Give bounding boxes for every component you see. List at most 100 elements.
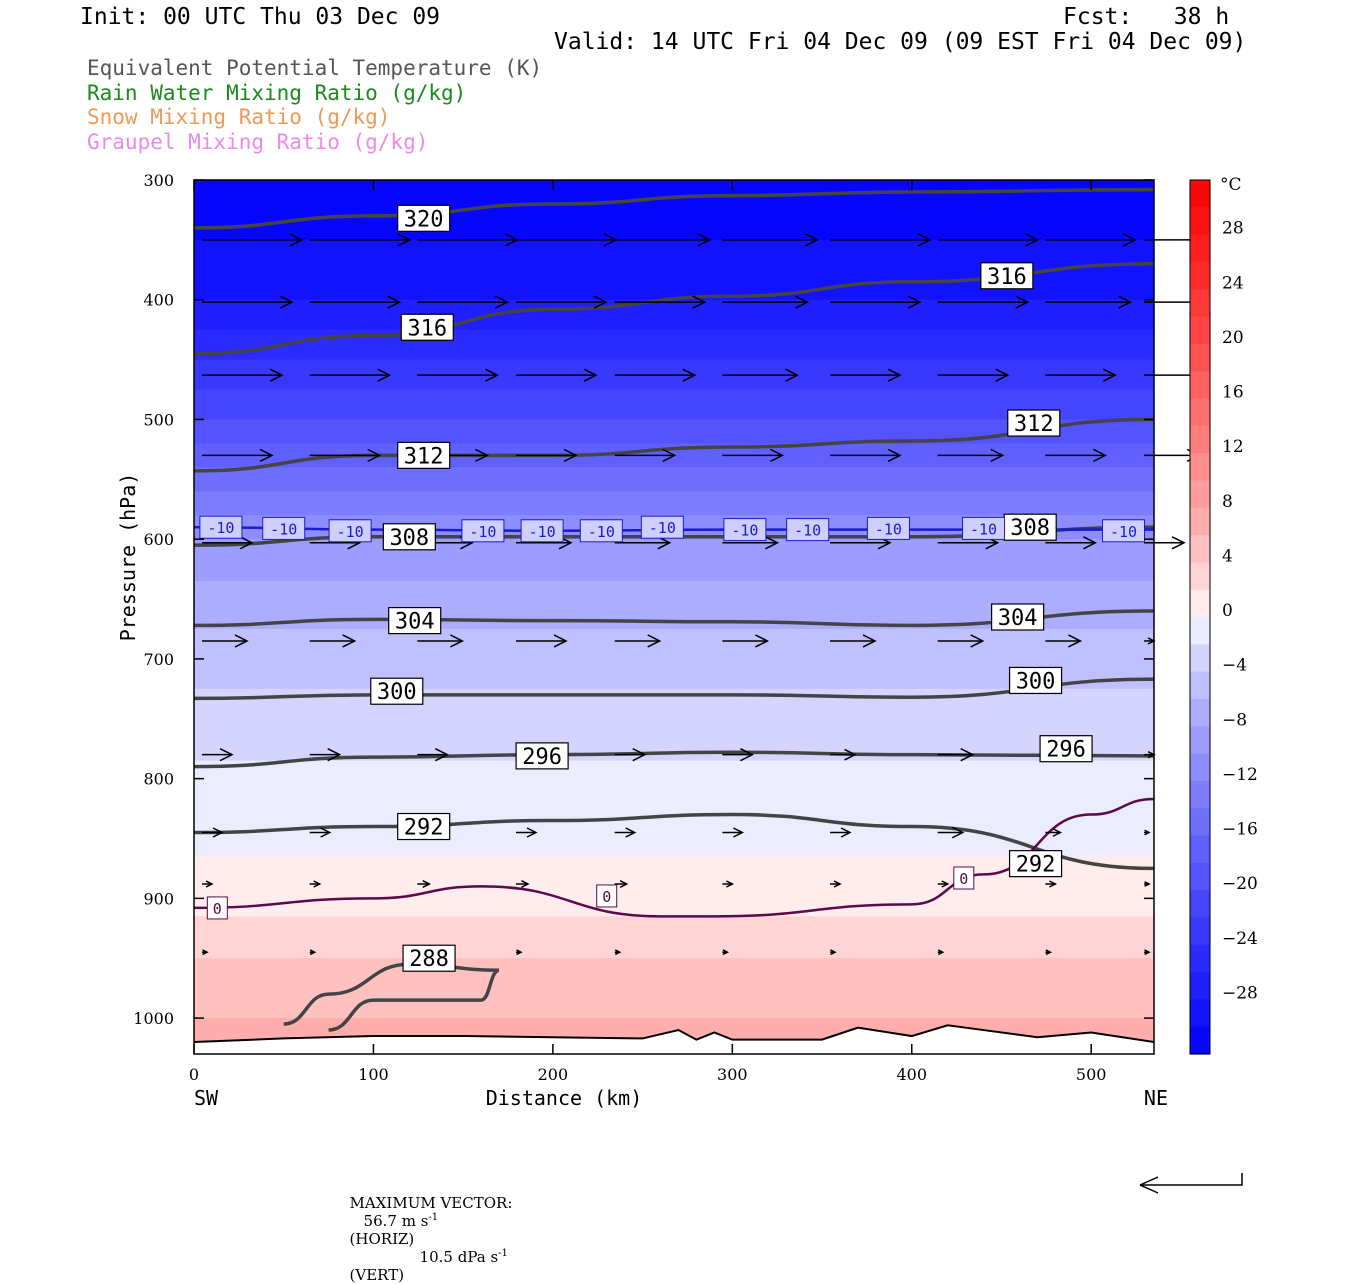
- wind-vector-head: [657, 536, 672, 550]
- temperature-band: [194, 275, 1154, 283]
- x-tick-label: 300: [717, 1065, 748, 1084]
- temperature-band: [194, 335, 1154, 343]
- temperature-band: [194, 790, 1154, 798]
- vert-tag: (VERT): [349, 1266, 405, 1284]
- wind-vector-head: [844, 748, 857, 761]
- theta-e-label: 312: [404, 444, 444, 469]
- vert-max-value: 10.5 dPa s: [419, 1248, 499, 1266]
- temperature-band: [194, 485, 1154, 492]
- colorbar-band: [1190, 726, 1210, 755]
- wind-vector-head: [1144, 949, 1151, 956]
- temperature-band: [194, 311, 1154, 319]
- wind-vector-head: [937, 949, 945, 956]
- colorbar-band: [1190, 617, 1210, 645]
- colorbar-band: [1190, 180, 1210, 208]
- isotherm-label: -10: [794, 522, 821, 540]
- x-tick-label: 400: [896, 1065, 927, 1084]
- wind-vector-head: [862, 634, 877, 648]
- temperature-band: [194, 964, 1154, 971]
- plot-frame: [193, 179, 1155, 1055]
- theta-e-label-box: [1008, 850, 1063, 878]
- wind-vector-head: [279, 295, 294, 309]
- isotherm-label: -10: [875, 520, 902, 538]
- temperature-band: [194, 203, 1154, 211]
- temperature-band: [194, 587, 1154, 594]
- theta-e-contour-320: [193, 187, 1155, 230]
- temperature-band: [194, 389, 1154, 397]
- terrain-line: [193, 1024, 1155, 1044]
- colorbar-band: [1190, 780, 1210, 809]
- wind-vector-head: [1025, 233, 1040, 247]
- theta-e-label-box: [402, 944, 456, 972]
- theta-e-label: 300: [377, 680, 417, 705]
- colorbar-band: [1190, 644, 1210, 673]
- colorbar-tick-label: 24: [1222, 273, 1244, 293]
- temperature-band: [194, 257, 1154, 265]
- wind-vector-head: [970, 634, 985, 648]
- wind-vector-head: [995, 368, 1010, 382]
- temperature-band: [194, 826, 1154, 834]
- axes: 300 400 500 600 700 800 900 1000 0 100 200 300 400 50…: [116, 171, 1168, 1110]
- isotherm-label-box: [786, 518, 830, 542]
- x-end-label-sw: SW: [194, 1086, 219, 1110]
- temperature-band: [194, 413, 1154, 421]
- temperature-band: [194, 664, 1154, 672]
- temperature-band: [194, 473, 1154, 480]
- wind-vector-head: [516, 949, 523, 956]
- isotherm-label: -10: [529, 523, 556, 541]
- wind-vector-head: [342, 634, 357, 648]
- temperature-band: [194, 1006, 1154, 1013]
- temperature-band: [194, 227, 1154, 235]
- wind-vector-head: [239, 536, 254, 550]
- temperature-band: [194, 461, 1154, 468]
- temperature-band: [194, 688, 1154, 696]
- isotherm-label: -10: [469, 523, 496, 541]
- temperature-band: [194, 539, 1154, 546]
- temperature-band: [194, 281, 1154, 289]
- temperature-band: [194, 838, 1154, 846]
- wind-vector-head: [397, 233, 412, 247]
- y-axis-title: Pressure (hPa): [116, 473, 140, 642]
- theta-e-label-box: [1007, 409, 1061, 437]
- theta-e-label-box: [382, 523, 436, 551]
- temperature-band: [194, 712, 1154, 720]
- wind-vector-head: [722, 949, 730, 956]
- colorbar-band: [1190, 890, 1210, 919]
- colorbar-band: [1190, 453, 1210, 482]
- valid-time-label: Valid: 14 UTC Fri 04 Dec 09 (09 EST Fri …: [554, 29, 1247, 55]
- colorbar-band: [1190, 261, 1210, 290]
- theta-e-label-box: [388, 606, 442, 635]
- wind-vector-head: [521, 880, 530, 888]
- wind-vector-head: [917, 233, 932, 247]
- temperature-band: [194, 970, 1154, 977]
- max-vector-label: MAXIMUM VECTOR:: [349, 1194, 513, 1212]
- temperature-band: [194, 329, 1154, 337]
- temperature-band: [194, 646, 1154, 654]
- wind-vector-head: [805, 233, 820, 247]
- wind-vector-head: [726, 880, 735, 888]
- wind-vector-head: [526, 827, 538, 838]
- theta-e-label-box: [370, 677, 424, 705]
- wind-vector-head: [740, 748, 755, 762]
- temperature-band: [194, 844, 1154, 852]
- horiz-max-value: 56.7 m s: [363, 1212, 429, 1230]
- temperature-band: [194, 419, 1154, 427]
- temperature-band: [194, 401, 1154, 409]
- temperature-band: [194, 724, 1154, 732]
- theta-e-contour-304: [193, 609, 1155, 628]
- wind-vector-head: [313, 880, 322, 888]
- temperature-band: [194, 239, 1154, 247]
- x-tick-label: 100: [358, 1065, 389, 1084]
- temperature-band: [194, 407, 1154, 415]
- wind-vector-head: [765, 536, 780, 550]
- wind-vector-head: [697, 233, 712, 247]
- temperature-band: [194, 455, 1154, 462]
- wind-vector-head: [320, 827, 332, 838]
- colorbar-tick-label: −4: [1222, 656, 1247, 676]
- temperature-band: [194, 395, 1154, 403]
- wind-vector-head: [1015, 295, 1030, 309]
- temperature-band: [194, 808, 1154, 816]
- temperature-band: [194, 437, 1154, 444]
- temperature-band: [194, 1018, 1154, 1025]
- temperature-band: [194, 317, 1154, 325]
